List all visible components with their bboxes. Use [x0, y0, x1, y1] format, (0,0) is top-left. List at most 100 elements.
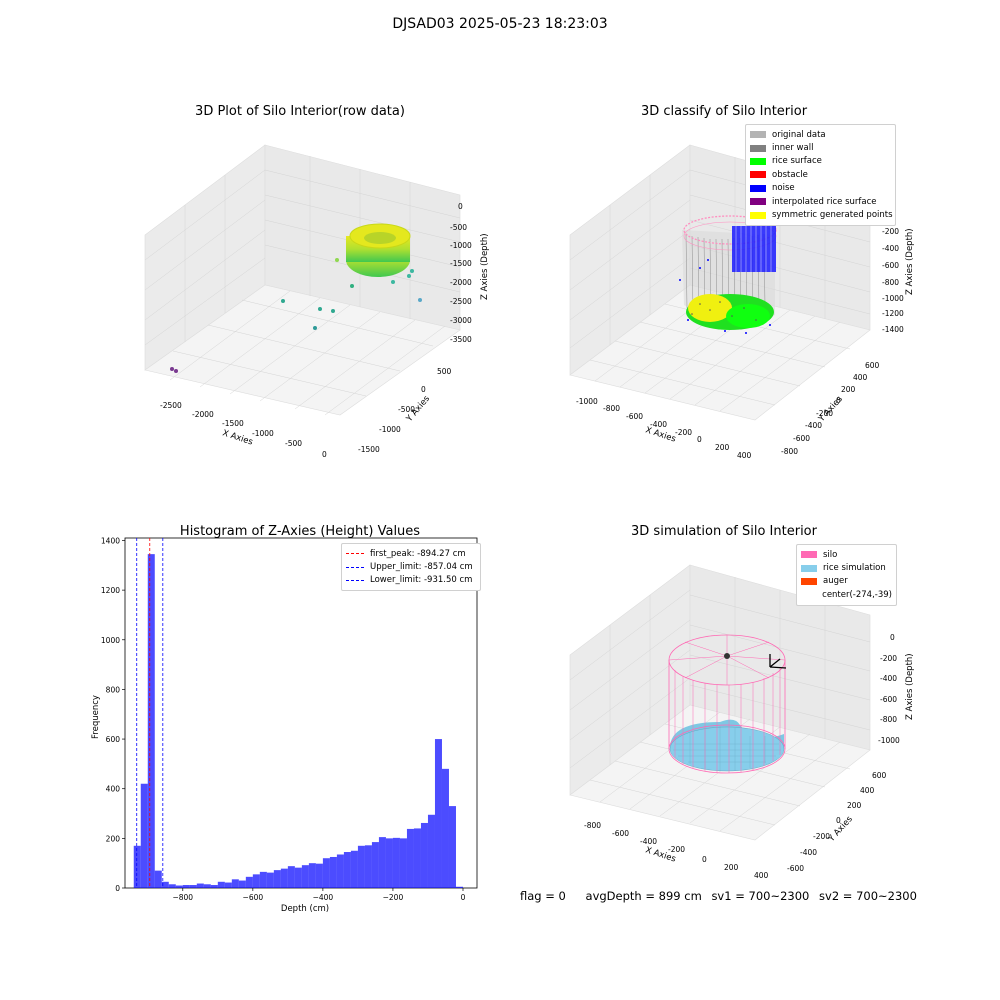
classify-xtick: -600	[626, 412, 643, 421]
legend-item-noise: noise	[750, 182, 891, 195]
histogram-x-label: Depth (cm)	[281, 904, 329, 914]
histogram-bar	[315, 863, 323, 888]
histogram-bar	[301, 865, 309, 888]
legend-item-lower-limit: Lower_limit: -931.50 cm	[346, 574, 476, 587]
x-tick-label: −600	[243, 893, 264, 902]
raw-ytick: -500	[398, 405, 415, 414]
raw-ytick: -1000	[379, 425, 401, 434]
raw-xtick: -1500	[222, 419, 244, 428]
histogram-bar	[224, 882, 232, 888]
histogram-bar	[294, 867, 302, 888]
legend-line	[346, 553, 364, 555]
classify-ztick: -200	[882, 227, 899, 236]
classify-xtick: 0	[697, 435, 702, 444]
histogram-bar	[252, 874, 260, 888]
histogram-bar	[168, 884, 176, 888]
raw-ztick: -500	[450, 223, 467, 232]
simulation-z-ticks: 0 -200 -400 -600 -800 -1000	[878, 633, 900, 745]
x-tick-label: −400	[313, 893, 334, 902]
histogram-bar	[406, 828, 414, 888]
histogram-title: Histogram of Z-Axies (Height) Values	[179, 524, 421, 539]
y-tick-label: 1000	[101, 636, 120, 645]
histogram-bar	[231, 879, 239, 888]
histogram-bar	[343, 852, 351, 888]
classify-ytick: 0	[836, 396, 841, 405]
simulation-ytick: 200	[847, 801, 862, 810]
raw-xtick: 0	[322, 450, 327, 459]
histogram-bar	[189, 885, 197, 888]
classify-xtick: -200	[675, 428, 692, 437]
classify-ztick: -600	[882, 261, 899, 270]
histogram-bar	[273, 870, 281, 888]
legend-swatch	[750, 198, 766, 206]
y-tick-label: 1400	[101, 536, 120, 545]
legend-swatch	[801, 564, 817, 572]
simulation-3d-plot: -800 -600 -400 -200 0 200 400 600 400 20…	[569, 564, 915, 880]
classify-y-ticks: 600 400 200 0 -200 -400 -600 -800	[781, 361, 880, 456]
simulation-xtick: -400	[640, 837, 657, 846]
raw-ztick: -1500	[450, 259, 472, 268]
legend-item-silo: silo	[801, 548, 892, 561]
histogram-bar	[364, 845, 372, 888]
legend-item-original-data: original data	[750, 128, 891, 141]
legend-swatch	[801, 551, 817, 559]
legend-item-first-peak: first_peak: -894.27 cm	[346, 547, 476, 560]
histogram-bar	[441, 768, 449, 888]
simulation-ytick: 600	[872, 771, 887, 780]
y-tick-label: 0	[115, 884, 120, 893]
raw-x-ticks: -2500 -2000 -1500 -1000 -500 0	[160, 401, 327, 459]
legend-swatch	[750, 131, 766, 139]
simulation-ztick: -400	[880, 674, 897, 683]
histogram-bar	[427, 814, 435, 888]
classify-xtick: -400	[650, 420, 667, 429]
raw-noise-points	[170, 258, 422, 373]
legend-swatch	[801, 577, 817, 585]
classify-ztick: -1400	[882, 325, 904, 334]
histogram-bar	[266, 872, 274, 888]
classify-xtick: -1000	[576, 397, 598, 406]
simulation-legend: silo rice simulation auger center(-274,-…	[796, 544, 897, 606]
histogram-bar	[182, 885, 190, 888]
raw-plot-title: 3D Plot of Silo Interior(row data)	[195, 104, 405, 119]
raw-ztick: -2500	[450, 297, 472, 306]
histogram-bar	[308, 863, 316, 888]
legend-item-auger: auger	[801, 575, 892, 588]
y-tick-label: 800	[106, 685, 121, 694]
histogram-bar	[147, 554, 155, 888]
histogram-bar	[336, 854, 344, 888]
histogram-bar	[280, 868, 288, 888]
simulation-xtick: -600	[612, 829, 629, 838]
classify-ytick: 600	[865, 361, 880, 370]
simulation-ytick: -600	[787, 864, 804, 873]
classify-ytick: 200	[841, 385, 856, 394]
x-tick-label: −200	[383, 893, 404, 902]
simulation-ytick: 400	[860, 786, 875, 795]
classify-plot-title: 3D classify of Silo Interior	[640, 104, 808, 119]
simulation-rice-surface	[669, 719, 785, 772]
classify-ztick: -400	[882, 244, 899, 253]
simulation-ytick: -400	[800, 848, 817, 857]
histogram-bar	[350, 850, 358, 888]
histogram-bar	[154, 870, 162, 888]
simulation-ytick: -200	[813, 832, 830, 841]
histogram-bar	[133, 845, 141, 888]
histogram-bar	[455, 886, 463, 888]
legend-swatch	[750, 211, 766, 219]
simulation-3d-panes	[569, 564, 871, 841]
y-tick-label: 1200	[101, 586, 120, 595]
y-tick-label: 400	[106, 785, 121, 794]
simulation-xtick: -200	[668, 845, 685, 854]
sv2-value: sv2 = 700~2300	[819, 889, 917, 903]
histogram-bar	[385, 838, 393, 888]
histogram-bar	[357, 845, 365, 888]
classify-z-label: Z Axies (Depth)	[905, 228, 915, 295]
simulation-center-marker	[724, 653, 730, 659]
histogram-bar	[329, 856, 337, 888]
simulation-ztick: -1000	[878, 736, 900, 745]
raw-ytick: -1500	[358, 445, 380, 454]
histogram-limit-lines	[136, 538, 164, 888]
flag-value: flag = 0	[520, 889, 566, 903]
histogram-bar	[420, 822, 428, 888]
figure-title: DJSAD03 2025-05-23 18:23:03	[392, 16, 608, 32]
raw-ztick: -3500	[450, 335, 472, 344]
